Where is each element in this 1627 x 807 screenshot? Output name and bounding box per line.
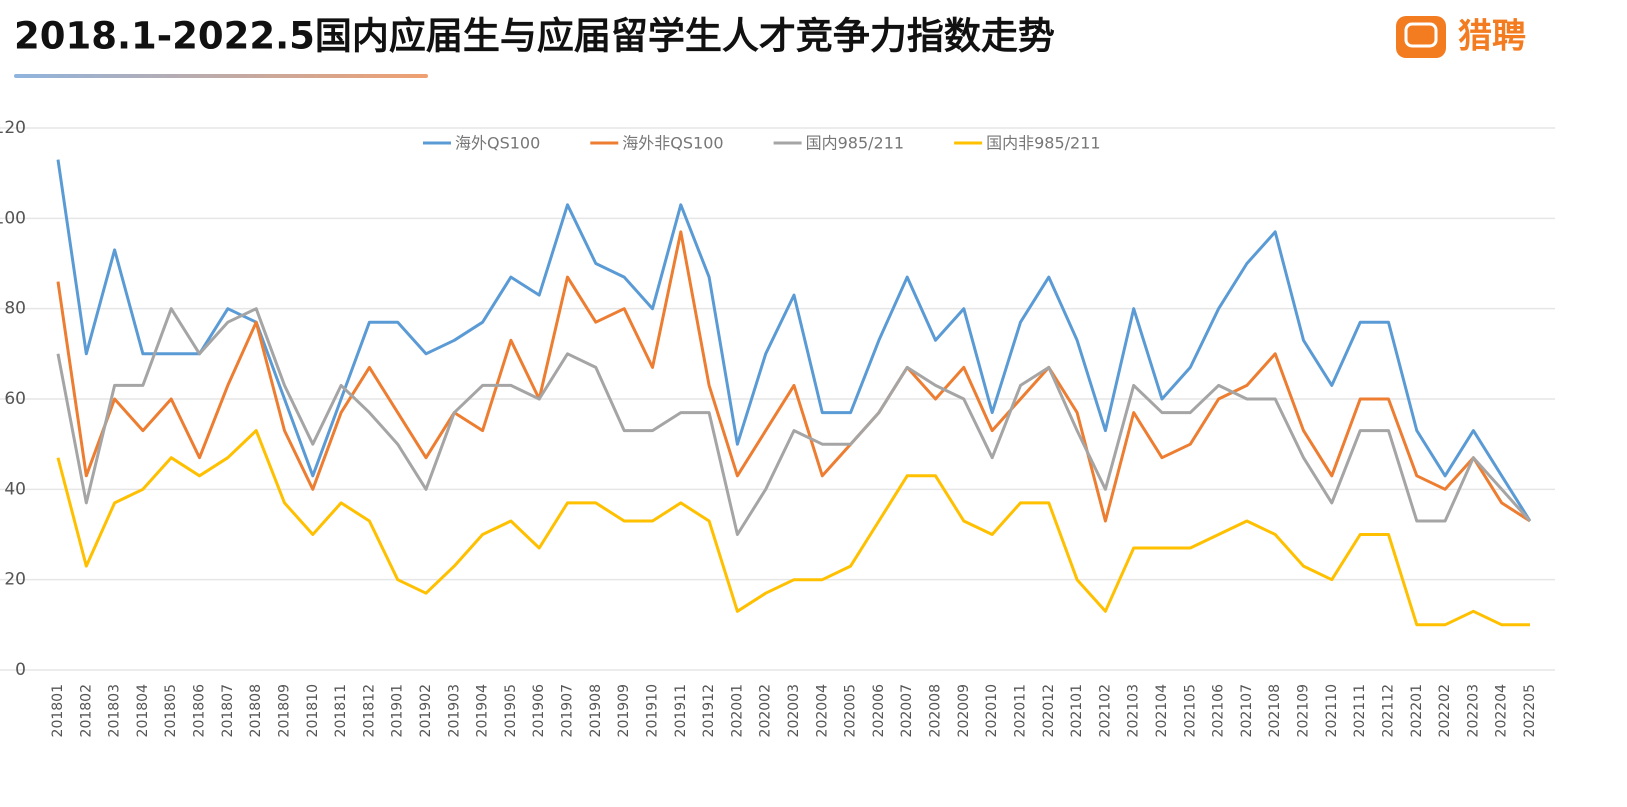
x-tick-label: 201805 <box>163 684 179 737</box>
series-line <box>56 159 1532 522</box>
x-tick-label: 201810 <box>305 684 321 737</box>
x-tick-label: 202009 <box>956 684 972 737</box>
legend-label: 国内985/211 <box>806 134 904 153</box>
x-tick-label: 202002 <box>758 684 774 737</box>
title-underline <box>14 74 428 78</box>
series-line <box>56 429 1530 627</box>
x-tick-label: 202006 <box>871 684 887 738</box>
x-tick-label: 202205 <box>1522 684 1538 737</box>
x-tick-label: 202005 <box>843 684 859 737</box>
x-tick-label: 202001 <box>729 684 745 737</box>
x-tick-label: 201910 <box>644 684 660 737</box>
x-tick-label: 202106 <box>1211 684 1227 738</box>
x-tick-label: 201804 <box>135 684 151 738</box>
x-tick-label: 201806 <box>192 684 208 738</box>
x-tick-label: 201802 <box>78 684 94 737</box>
legend-label: 国内非985/211 <box>986 134 1100 153</box>
x-tick-label: 202201 <box>1409 684 1425 737</box>
x-tick-label: 202203 <box>1465 684 1481 737</box>
x-tick-label: 202110 <box>1324 684 1340 737</box>
x-tick-label: 201902 <box>418 684 434 737</box>
x-tick-label: 202202 <box>1437 684 1453 737</box>
y-tick-label: 120 <box>0 118 26 138</box>
x-tick-label: 201807 <box>220 684 236 737</box>
y-tick-label: 100 <box>0 208 26 228</box>
x-tick-label: 201906 <box>531 684 547 738</box>
legend-label: 海外QS100 <box>455 134 540 153</box>
x-tick-label: 202011 <box>1012 684 1028 737</box>
y-tick-label: 40 <box>4 479 26 499</box>
y-tick-label: 60 <box>4 389 26 409</box>
x-tick-label: 202102 <box>1097 684 1113 737</box>
y-tick-label: 80 <box>4 299 26 319</box>
x-tick-label: 201905 <box>503 684 519 737</box>
x-tick-label: 201812 <box>361 684 377 737</box>
logo-icon <box>1396 16 1446 58</box>
x-tick-label: 202101 <box>1069 684 1085 737</box>
y-tick-label: 20 <box>4 570 26 590</box>
chart-title: 2018.1-2022.5国内应届生与应届留学生人才竞争力指数走势 <box>14 15 1055 58</box>
x-tick-label: 202112 <box>1380 684 1396 737</box>
x-tick-label: 202104 <box>1154 684 1170 738</box>
x-tick-label: 202012 <box>1041 684 1057 737</box>
x-tick-label: 201911 <box>673 684 689 737</box>
x-tick-label: 202109 <box>1296 684 1312 737</box>
x-tick-label: 201903 <box>446 684 462 737</box>
x-tick-label: 202003 <box>786 684 802 737</box>
x-tick-label: 201808 <box>248 684 264 737</box>
x-tick-label: 201908 <box>588 684 604 737</box>
x-tick-label: 202204 <box>1494 684 1510 738</box>
series-line <box>56 230 1531 523</box>
x-tick-label: 201904 <box>475 684 491 738</box>
x-tick-label: 202103 <box>1126 684 1142 737</box>
x-tick-label: 201907 <box>560 684 576 737</box>
x-tick-label: 201901 <box>390 684 406 737</box>
x-tick-label: 202105 <box>1182 684 1198 737</box>
logo-icon-bubble <box>1404 22 1438 48</box>
x-tick-label: 201912 <box>701 684 717 737</box>
y-tick-label: 0 <box>15 660 26 680</box>
logo-text: 猎聘 <box>1458 17 1526 57</box>
x-tick-label: 201801 <box>50 684 66 737</box>
series-line <box>56 307 1532 536</box>
x-tick-label: 201803 <box>107 684 123 737</box>
x-tick-label: 202108 <box>1267 684 1283 737</box>
x-tick-label: 201811 <box>333 684 349 737</box>
x-tick-label: 202004 <box>814 684 830 738</box>
x-tick-label: 202111 <box>1352 684 1368 737</box>
x-tick-label: 202007 <box>899 684 915 737</box>
legend-label: 海外非QS100 <box>622 134 723 153</box>
x-tick-label: 202008 <box>928 684 944 737</box>
x-tick-label: 201809 <box>276 684 292 737</box>
x-tick-label: 202010 <box>984 684 1000 737</box>
x-tick-label: 201909 <box>616 684 632 737</box>
x-tick-label: 202107 <box>1239 684 1255 737</box>
